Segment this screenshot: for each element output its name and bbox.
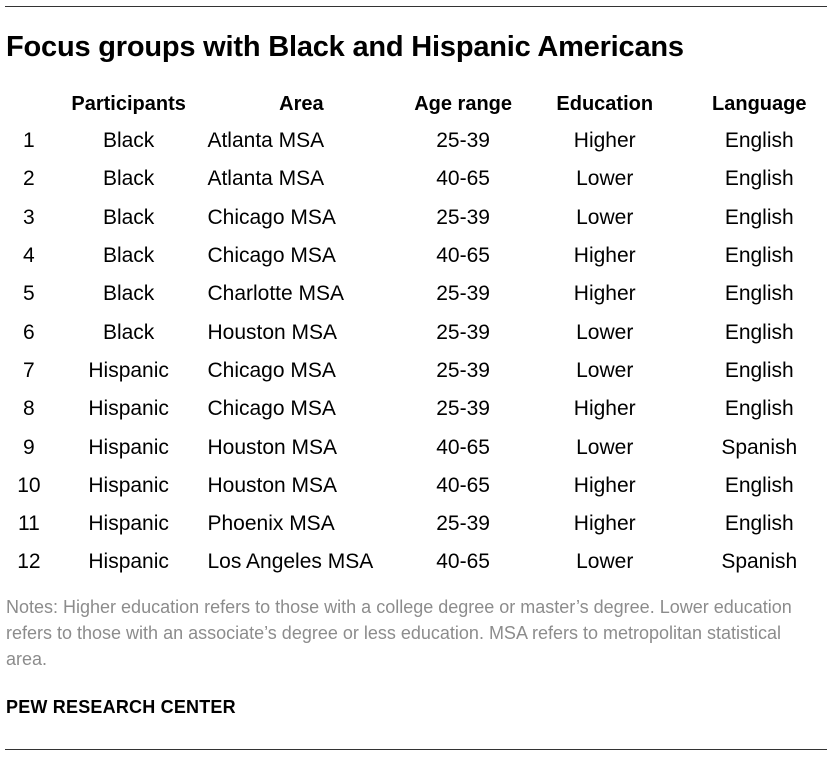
cell-language: English xyxy=(724,129,794,153)
cell-age-range: 40-65 xyxy=(436,244,490,268)
cell-language: English xyxy=(724,358,794,382)
table-row: 3 Black Chicago MSA 25-39 Lower English xyxy=(6,199,840,237)
column-header-participants: Participants xyxy=(71,92,186,115)
cell-participants: Hispanic xyxy=(88,397,169,421)
table-row: 5 Black Charlotte MSA 25-39 Higher English xyxy=(6,275,840,313)
cell-language: Spanish xyxy=(721,435,798,459)
table-row: 6 Black Houston MSA 25-39 Lower English xyxy=(6,313,840,351)
cell-education: Higher xyxy=(573,473,636,497)
cell-participants: Black xyxy=(102,129,155,153)
cell-participants: Black xyxy=(102,320,155,344)
cell-number: 8 xyxy=(23,397,35,421)
cell-area: Chicago MSA xyxy=(207,205,336,229)
cell-language: English xyxy=(724,320,794,344)
cell-language: English xyxy=(724,473,794,497)
cell-language: English xyxy=(724,512,794,536)
cell-education: Higher xyxy=(573,397,636,421)
cell-number: 6 xyxy=(23,320,35,344)
cell-age-range: 25-39 xyxy=(436,320,490,344)
cell-area: Houston MSA xyxy=(207,435,338,459)
cell-age-range: 25-39 xyxy=(436,512,490,536)
top-divider xyxy=(5,6,827,7)
cell-age-range: 40-65 xyxy=(436,550,490,574)
cell-language: English xyxy=(724,244,794,268)
cell-area: Charlotte MSA xyxy=(207,282,345,306)
cell-participants: Hispanic xyxy=(88,435,169,459)
cell-number: 11 xyxy=(17,512,40,536)
cell-language: English xyxy=(724,205,794,229)
cell-education: Higher xyxy=(573,512,636,536)
table-row: 9 Hispanic Houston MSA 40-65 Lower Spanish xyxy=(6,428,840,466)
cell-number: 1 xyxy=(23,129,35,153)
cell-age-range: 25-39 xyxy=(436,282,490,306)
table-row: 8 Hispanic Chicago MSA 25-39 Higher English xyxy=(6,390,840,428)
cell-education: Lower xyxy=(576,358,634,382)
cell-participants: Black xyxy=(102,282,155,306)
focus-groups-table: Participants Area Age range Education La… xyxy=(6,86,840,582)
cell-participants: Hispanic xyxy=(88,358,169,382)
cell-participants: Hispanic xyxy=(88,473,169,497)
cell-age-range: 25-39 xyxy=(436,358,490,382)
cell-education: Higher xyxy=(573,244,636,268)
table-row: 7 Hispanic Chicago MSA 25-39 Lower English xyxy=(6,352,840,390)
column-header-language: Language xyxy=(712,92,807,115)
cell-number: 12 xyxy=(17,550,41,574)
table-row: 10 Hispanic Houston MSA 40-65 Higher English xyxy=(6,467,840,505)
table-row: 4 Black Chicago MSA 40-65 Higher English xyxy=(6,237,840,275)
cell-participants: Black xyxy=(102,205,155,229)
cell-education: Lower xyxy=(576,205,634,229)
cell-education: Lower xyxy=(576,167,634,191)
page-title: Focus groups with Black and Hispanic Ame… xyxy=(6,31,684,63)
table-row: 1 Black Atlanta MSA 25-39 Higher English xyxy=(6,122,840,160)
cell-age-range: 25-39 xyxy=(436,129,490,153)
cell-language: English xyxy=(724,397,794,421)
cell-number: 4 xyxy=(23,244,35,268)
cell-education: Lower xyxy=(576,320,634,344)
cell-age-range: 40-65 xyxy=(436,473,490,497)
table-row: 2 Black Atlanta MSA 40-65 Lower English xyxy=(6,160,840,198)
notes-text: Notes: Higher education refers to those … xyxy=(6,597,792,669)
column-header-number xyxy=(6,86,52,122)
cell-area: Houston MSA xyxy=(207,473,338,497)
cell-number: 2 xyxy=(23,167,35,191)
cell-area: Chicago MSA xyxy=(207,358,336,382)
cell-area: Chicago MSA xyxy=(207,397,336,421)
cell-language: Spanish xyxy=(721,550,798,574)
cell-number: 9 xyxy=(23,435,35,459)
column-header-age-range: Age range xyxy=(414,92,513,115)
cell-language: English xyxy=(724,282,794,306)
cell-area: Phoenix MSA xyxy=(207,512,335,536)
cell-number: 3 xyxy=(23,205,35,229)
cell-area: Chicago MSA xyxy=(207,244,336,268)
cell-participants: Hispanic xyxy=(88,550,169,574)
bottom-divider xyxy=(5,749,827,750)
cell-number: 5 xyxy=(23,282,35,306)
column-header-area: Area xyxy=(279,92,324,115)
cell-area: Houston MSA xyxy=(207,320,338,344)
cell-language: English xyxy=(724,167,794,191)
cell-age-range: 40-65 xyxy=(436,167,490,191)
cell-age-range: 40-65 xyxy=(436,435,490,459)
source-label: PEW RESEARCH CENTER xyxy=(6,697,236,717)
cell-education: Higher xyxy=(573,129,636,153)
cell-participants: Black xyxy=(102,167,155,191)
cell-education: Lower xyxy=(576,550,634,574)
cell-education: Higher xyxy=(573,282,636,306)
cell-area: Atlanta MSA xyxy=(207,129,325,153)
cell-participants: Hispanic xyxy=(88,512,169,536)
table-row: 12 Hispanic Los Angeles MSA 40-65 Lower Spani… xyxy=(6,543,840,581)
cell-age-range: 25-39 xyxy=(436,397,490,421)
cell-participants: Black xyxy=(102,244,155,268)
table-header-row: Participants Area Age range Education La… xyxy=(6,86,840,122)
column-header-education: Education xyxy=(556,92,654,115)
cell-area: Atlanta MSA xyxy=(207,167,325,191)
cell-area: Los Angeles MSA xyxy=(207,550,374,574)
table-body: 1 Black Atlanta MSA 25-39 Higher English 2 Blac… xyxy=(6,122,840,582)
table-row: 11 Hispanic Phoenix MSA 25-39 Higher English xyxy=(6,505,840,543)
cell-education: Lower xyxy=(576,435,634,459)
cell-number: 10 xyxy=(17,473,41,497)
cell-number: 7 xyxy=(23,358,35,382)
cell-age-range: 25-39 xyxy=(436,205,490,229)
